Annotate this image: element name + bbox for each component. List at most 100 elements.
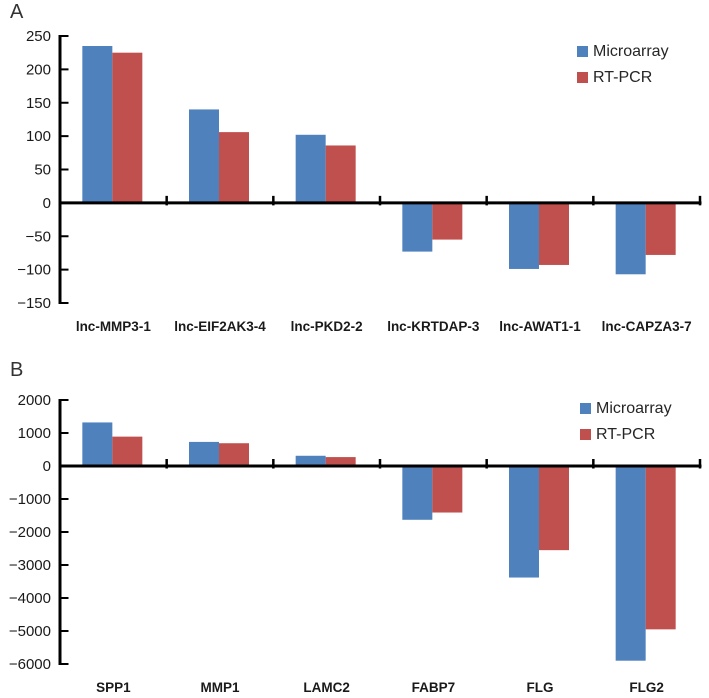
y-axis-tick — [61, 432, 69, 434]
y-axis-tick — [61, 268, 69, 271]
bar-rt-pcr-lnc-MMP3-1 — [112, 52, 143, 203]
y-tick-label: 50 — [34, 162, 51, 179]
y-axis-tick — [61, 663, 69, 665]
y-tick-label: −50 — [26, 228, 51, 245]
bar-rt-pcr-LAMC2 — [325, 457, 356, 466]
y-axis-tick — [61, 135, 69, 138]
y-tick-label: 0 — [43, 195, 51, 212]
y-axis-tick — [61, 101, 69, 104]
y-axis-tick — [61, 35, 69, 37]
bar-rt-pcr-lnc-KRTDAP-3 — [432, 202, 463, 240]
y-tick-label: 0 — [43, 458, 51, 475]
bar-rt-pcr-lnc-PKD2-2 — [325, 145, 356, 203]
bar-microarray-lnc-EIF2AK3-4 — [189, 109, 219, 203]
y-tick-label: 2000 — [18, 392, 51, 409]
y-tick-label: 250 — [26, 28, 51, 45]
bar-microarray-FLG — [509, 466, 539, 578]
bar-rt-pcr-FABP7 — [432, 466, 463, 513]
legend-b: Microarray RT-PCR — [580, 400, 672, 443]
legend-label-microarray: Microarray — [593, 43, 669, 60]
x-axis-tick — [272, 459, 275, 469]
y-tick-label: −100 — [17, 262, 51, 279]
bar-microarray-FLG2 — [615, 466, 646, 661]
bar-chart-b: 2000 1000 0 −1000 −2000 −3000 −4000 −5000 −6000 S… — [9, 392, 702, 695]
legend-a: Microarray RT-PCR — [577, 43, 669, 86]
bar-rt-pcr-FLG — [539, 466, 569, 551]
y-tick-label: −150 — [17, 295, 51, 312]
panel-a-letter: A — [10, 1, 24, 23]
category-label-lnc-CAPZA3-7: lnc-CAPZA3-7 — [602, 319, 692, 334]
legend-item-rtpcr: RT-PCR — [577, 69, 669, 86]
x-axis-tick — [378, 459, 382, 469]
y-tick-label: −4000 — [9, 590, 51, 607]
legend-label-rtpcr: RT-PCR — [596, 426, 656, 443]
category-label-FABP7: FABP7 — [412, 680, 456, 695]
y-tick-label: 100 — [26, 128, 51, 145]
bar-rt-pcr-FLG2 — [645, 466, 676, 630]
y-tick-label: 150 — [26, 95, 51, 112]
legend-swatch-microarray-icon — [580, 403, 591, 414]
y-tick-label: −3000 — [9, 557, 51, 574]
y-axis-tick — [61, 399, 69, 401]
category-label-FLG2: FLG2 — [629, 680, 664, 695]
x-axis-tick — [592, 195, 595, 206]
bar-microarray-lnc-KRTDAP-3 — [402, 202, 433, 252]
y-axis-tick — [61, 498, 69, 500]
bar-rt-pcr-lnc-AWAT1-1 — [539, 202, 569, 265]
category-label-lnc-MMP3-1: lnc-MMP3-1 — [76, 319, 152, 334]
x-axis-tick — [165, 459, 168, 469]
bar-microarray-SPP1 — [82, 422, 113, 466]
bar-microarray-lnc-AWAT1-1 — [509, 202, 539, 269]
legend-swatch-rtpcr-icon — [577, 72, 588, 83]
legend-item-microarray: Microarray — [580, 400, 672, 417]
bar-microarray-FABP7 — [402, 466, 433, 520]
category-label-lnc-PKD2-2: lnc-PKD2-2 — [291, 319, 363, 334]
y-axis-tick — [61, 630, 69, 632]
x-axis-tick — [165, 195, 168, 206]
panel-a: A 250 200 150 100 50 0 −50 −100 −150 lnc-MMP3-1 ln… — [10, 1, 702, 334]
category-label-lnc-AWAT1-1: lnc-AWAT1-1 — [499, 319, 581, 334]
legend-item-microarray: Microarray — [577, 43, 669, 60]
bar-microarray-LAMC2 — [295, 455, 326, 466]
bar-microarray-lnc-CAPZA3-7 — [615, 202, 646, 275]
y-axis-tick — [61, 564, 69, 566]
bar-rt-pcr-lnc-EIF2AK3-4 — [219, 132, 249, 203]
y-tick-label: −5000 — [9, 623, 51, 640]
x-axis-tick — [698, 459, 702, 469]
bar-microarray-lnc-PKD2-2 — [295, 134, 326, 203]
x-axis-tick — [272, 195, 275, 206]
legend-swatch-rtpcr-icon — [580, 429, 591, 440]
legend-label-microarray: Microarray — [596, 400, 672, 417]
category-label-FLG: FLG — [527, 680, 554, 695]
y-axis-tick — [61, 68, 69, 71]
panel-b: B 2000 1000 0 −1000 −2000 −3000 −4000 −5000 −600… — [0, 349, 709, 698]
legend-item-rtpcr: RT-PCR — [580, 426, 672, 443]
legend-label-rtpcr: RT-PCR — [593, 69, 653, 86]
y-axis-tick — [61, 597, 69, 599]
y-axis-tick — [61, 531, 69, 533]
y-tick-label: −2000 — [9, 524, 51, 541]
panel-b-letter: B — [10, 359, 24, 381]
x-axis-tick — [485, 195, 488, 206]
bar-rt-pcr-MMP1 — [219, 443, 249, 466]
x-axis-tick — [698, 195, 702, 206]
bar-microarray-MMP1 — [189, 441, 219, 466]
category-label-lnc-KRTDAP-3: lnc-KRTDAP-3 — [387, 319, 480, 334]
y-axis-tick — [61, 235, 69, 238]
y-tick-label: −1000 — [9, 491, 51, 508]
category-label-lnc-EIF2AK3-4: lnc-EIF2AK3-4 — [174, 319, 266, 334]
category-label-LAMC2: LAMC2 — [303, 680, 350, 695]
y-axis-line — [58, 399, 62, 665]
y-axis-tick — [61, 302, 69, 304]
y-tick-label: 1000 — [18, 425, 51, 442]
y-tick-label: 200 — [26, 61, 51, 78]
bar-chart-a: 250 200 150 100 50 0 −50 −100 −150 lnc-MMP3-1 lnc-… — [17, 28, 702, 334]
x-axis-tick — [592, 459, 595, 469]
bar-microarray-lnc-MMP3-1 — [82, 46, 113, 203]
category-label-SPP1: SPP1 — [96, 680, 131, 695]
y-axis-line — [58, 35, 62, 304]
category-label-MMP1: MMP1 — [200, 680, 239, 695]
x-axis-tick — [485, 459, 488, 469]
y-tick-label: −6000 — [9, 656, 51, 673]
x-axis-tick — [378, 195, 382, 206]
